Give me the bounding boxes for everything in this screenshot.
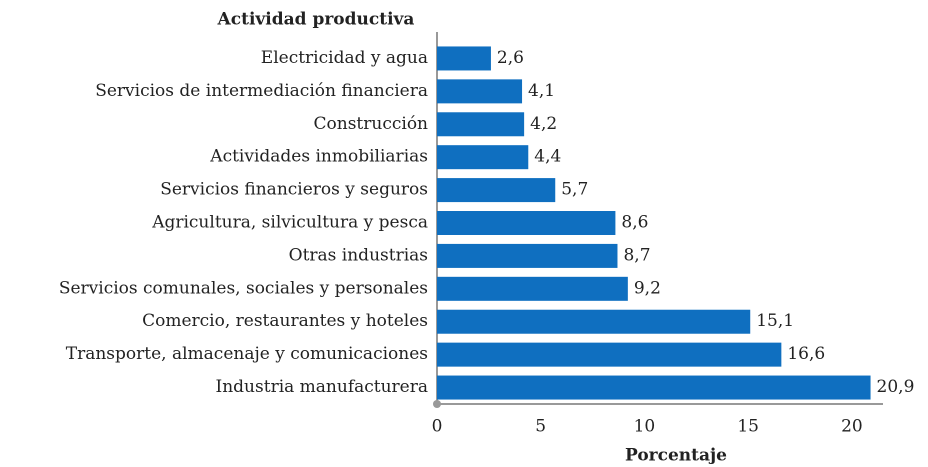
x-tick-label: 0 xyxy=(432,417,443,437)
x-tick-label: 20 xyxy=(841,417,863,437)
x-tick-label: 5 xyxy=(535,417,546,437)
y-tick-label: Actividades inmobiliarias xyxy=(209,147,428,167)
y-tick-label: Electricidad y agua xyxy=(261,48,428,68)
value-label: 9,2 xyxy=(634,278,661,298)
value-label: 4,1 xyxy=(528,81,555,101)
bar xyxy=(437,46,491,71)
y-tick-label: Industria manufacturera xyxy=(216,377,428,397)
x-tick-label: 15 xyxy=(737,417,759,437)
value-label: 5,7 xyxy=(561,180,588,200)
y-tick-label: Agricultura, silvicultura y pesca xyxy=(151,213,428,233)
y-tick-label: Servicios de intermediación financiera xyxy=(95,81,428,101)
x-tick-label: 10 xyxy=(634,417,656,437)
bar xyxy=(437,178,556,203)
y-tick-label: Servicios financieros y seguros xyxy=(160,180,428,200)
value-label: 2,6 xyxy=(497,48,524,68)
bar xyxy=(437,145,529,170)
y-tick-label: Transporte, almacenaje y comunicaciones xyxy=(66,344,428,364)
x-axis-label: Porcentaje xyxy=(625,446,727,466)
bar xyxy=(437,342,782,367)
y-tick-label: Comercio, restaurantes y hoteles xyxy=(142,311,428,331)
value-label: 4,2 xyxy=(530,114,557,134)
bar xyxy=(437,243,618,268)
bar xyxy=(437,211,616,235)
bar xyxy=(437,112,525,137)
axis-origin-dot xyxy=(433,400,441,408)
y-tick-label: Construcción xyxy=(314,114,429,134)
value-label: 20,9 xyxy=(877,377,915,397)
value-label: 8,6 xyxy=(621,213,648,233)
bar xyxy=(437,276,628,301)
bar xyxy=(437,309,751,334)
value-label: 16,6 xyxy=(787,344,825,364)
value-label: 15,1 xyxy=(756,311,794,331)
value-label: 4,4 xyxy=(534,147,561,167)
value-label: 8,7 xyxy=(623,245,650,265)
chart-title: Actividad productiva xyxy=(217,10,415,30)
y-tick-label: Servicios comunales, sociales y personal… xyxy=(59,278,428,298)
bar xyxy=(437,375,871,400)
y-tick-label: Otras industrias xyxy=(289,245,428,265)
bar xyxy=(437,79,523,104)
